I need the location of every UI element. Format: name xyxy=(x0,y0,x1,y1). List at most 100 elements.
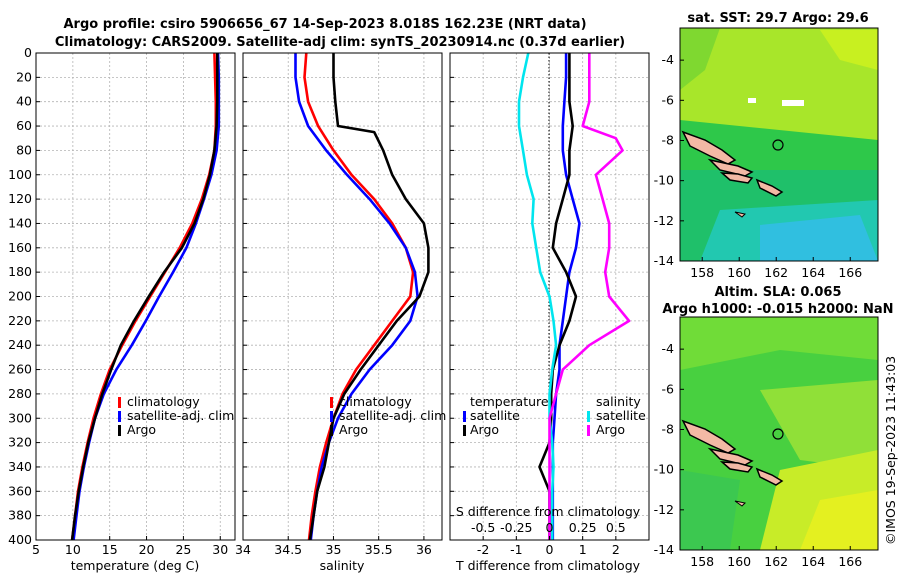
legend3-temp-argo-label: Argo xyxy=(470,422,499,437)
x-tick-label: 34 xyxy=(235,542,251,557)
map-y-tick-label: -14 xyxy=(654,542,674,557)
y-tick-label: 180 xyxy=(8,264,32,279)
legend3-sal-head: salinity xyxy=(596,394,641,409)
legend3-sal-satellite-swatch xyxy=(587,411,590,422)
title-line-2: Climatology: CARS2009. Satellite-adj cli… xyxy=(55,35,625,50)
legend2-argo-label: Argo xyxy=(339,422,368,437)
x-top-tick-label: 0.25 xyxy=(569,520,597,535)
legend3-temp-head: temperature xyxy=(470,394,549,409)
map-y-tick-label: -12 xyxy=(654,502,674,517)
difference-panel: -2 -1 0 1 2 -0.5 -0.25 0 0.25 0.5 T difference fr… xyxy=(449,52,650,573)
map-y-tick-label: -8 xyxy=(662,132,675,147)
credit-text: ©IMOS 19-Sep-2023 11:43:03 xyxy=(883,356,898,545)
map-y-tick-label: -10 xyxy=(654,173,674,188)
map-y-tick-label: -10 xyxy=(654,462,674,477)
y-tick-label: 260 xyxy=(8,362,32,377)
series-line-argo xyxy=(70,53,219,541)
sla-argo-marker xyxy=(772,428,784,440)
x-tick-label: 36 xyxy=(416,542,432,557)
legend3-sal-argo-swatch xyxy=(587,425,590,436)
map-y-tick-label: -4 xyxy=(662,52,675,67)
x-tick-label: -2 xyxy=(477,542,489,557)
temperature-xlabel: temperature (deg C) xyxy=(71,558,200,573)
x-tick-label: 1 xyxy=(579,542,587,557)
y-tick-label: 80 xyxy=(16,142,32,157)
legend2-argo-swatch xyxy=(330,425,333,436)
y-tick-label: 100 xyxy=(8,167,32,182)
x-tick-label: 35 xyxy=(326,542,342,557)
y-tick-label: 360 xyxy=(8,483,32,498)
x-tick-label: 15 xyxy=(102,542,118,557)
map-x-tick-label: 166 xyxy=(838,554,862,569)
map-y-tick-label: -8 xyxy=(662,421,675,436)
legend2-satellite-swatch xyxy=(330,411,333,422)
y-tick-label: 60 xyxy=(16,118,32,133)
x-top-tick-label: 0 xyxy=(546,520,554,535)
legend3-sal-satellite-label: satellite xyxy=(596,408,646,423)
map-x-tick-label: 160 xyxy=(727,265,751,280)
sst-map-title: sat. SST: 29.7 Argo: 29.6 xyxy=(687,11,868,26)
map-y-tick-label: -6 xyxy=(662,381,675,396)
legend2-satellite-label: satellite-adj. clim xyxy=(339,408,446,423)
map-x-tick-label: 158 xyxy=(690,554,714,569)
y-tick-label: 220 xyxy=(8,313,32,328)
sst-argo-marker xyxy=(772,139,784,151)
map-x-tick-label: 166 xyxy=(838,265,862,280)
y-tick-label: 380 xyxy=(8,508,32,523)
legend2-climatology-label: climatology xyxy=(339,394,412,409)
map-y-tick-label: -12 xyxy=(654,213,674,228)
legend-argo-swatch xyxy=(118,425,121,436)
y-tick-label: 240 xyxy=(8,337,32,352)
salinity-legend: climatology satellite-adj. clim Argo xyxy=(330,394,446,437)
y-tick-label: 200 xyxy=(8,289,32,304)
legend-climatology-swatch xyxy=(118,397,121,408)
x-tick-label: 35.5 xyxy=(365,542,393,557)
x-tick-label: 20 xyxy=(139,542,155,557)
x-top-tick-label: -0.25 xyxy=(500,520,532,535)
x-tick-label: 5 xyxy=(32,542,40,557)
legend-argo-label: Argo xyxy=(127,422,156,437)
sst-map-frame xyxy=(679,27,879,262)
y-tick-label: 0 xyxy=(24,45,32,60)
x-tick-label: -1 xyxy=(510,542,522,557)
series-line-argo xyxy=(308,53,430,541)
y-tick-label: 320 xyxy=(8,435,32,450)
map-y-tick-label: -14 xyxy=(654,253,674,268)
map-y-tick-label: -4 xyxy=(662,341,675,356)
sla-map: Altim. SLA: 0.065 Argo h1000: -0.015 h20… xyxy=(654,285,894,569)
legend2-climatology-swatch xyxy=(330,397,333,408)
y-tick-label: 400 xyxy=(8,532,32,547)
map-x-tick-label: 162 xyxy=(764,554,788,569)
y-tick-label: 280 xyxy=(8,386,32,401)
y-tick-label: 300 xyxy=(8,410,32,425)
x-tick-label: 30 xyxy=(212,542,228,557)
sst-islands xyxy=(681,130,784,218)
map-x-tick-label: 164 xyxy=(801,554,825,569)
x-tick-label: 0 xyxy=(546,542,554,557)
sla-map-title-1: Altim. SLA: 0.065 xyxy=(715,285,842,300)
temperature-panel: 0 20 40 60 80 100 120 140 160 180 200 220 240 260 280 3… xyxy=(8,45,236,573)
map-x-tick-label: 164 xyxy=(801,265,825,280)
x-tick-label: 25 xyxy=(175,542,191,557)
map-x-tick-label: 162 xyxy=(764,265,788,280)
series-line-climatology xyxy=(303,52,415,541)
legend3-temp-argo-swatch xyxy=(463,425,466,436)
sla-islands xyxy=(681,419,784,507)
series-line-salinity-satellite xyxy=(517,52,558,540)
map-y-tick-label: -6 xyxy=(662,92,675,107)
map-x-tick-label: 160 xyxy=(727,554,751,569)
y-tick-label: 40 xyxy=(16,94,32,109)
legend-climatology-label: climatology xyxy=(127,394,200,409)
x-top-tick-label: 0.5 xyxy=(606,520,626,535)
series-line-salinity-argo xyxy=(548,53,631,540)
sla-map-title-2: Argo h1000: -0.015 h2000: NaN xyxy=(662,302,893,317)
y-tick-label: 120 xyxy=(8,191,32,206)
map-x-tick-label: 158 xyxy=(690,265,714,280)
legend3-temp-satellite-label: satellite xyxy=(470,408,520,423)
legend-satellite-label: satellite-adj. clim xyxy=(127,408,234,423)
x-tick-label: 10 xyxy=(65,542,81,557)
difference-xlabel: T difference from climatology xyxy=(455,558,641,573)
sla-field xyxy=(680,317,878,550)
difference-legend: temperature satellite Argo salinity sate… xyxy=(463,394,646,437)
salinity-panel: 34 34.5 35 35.5 36 salinity climatology sate… xyxy=(235,52,446,573)
